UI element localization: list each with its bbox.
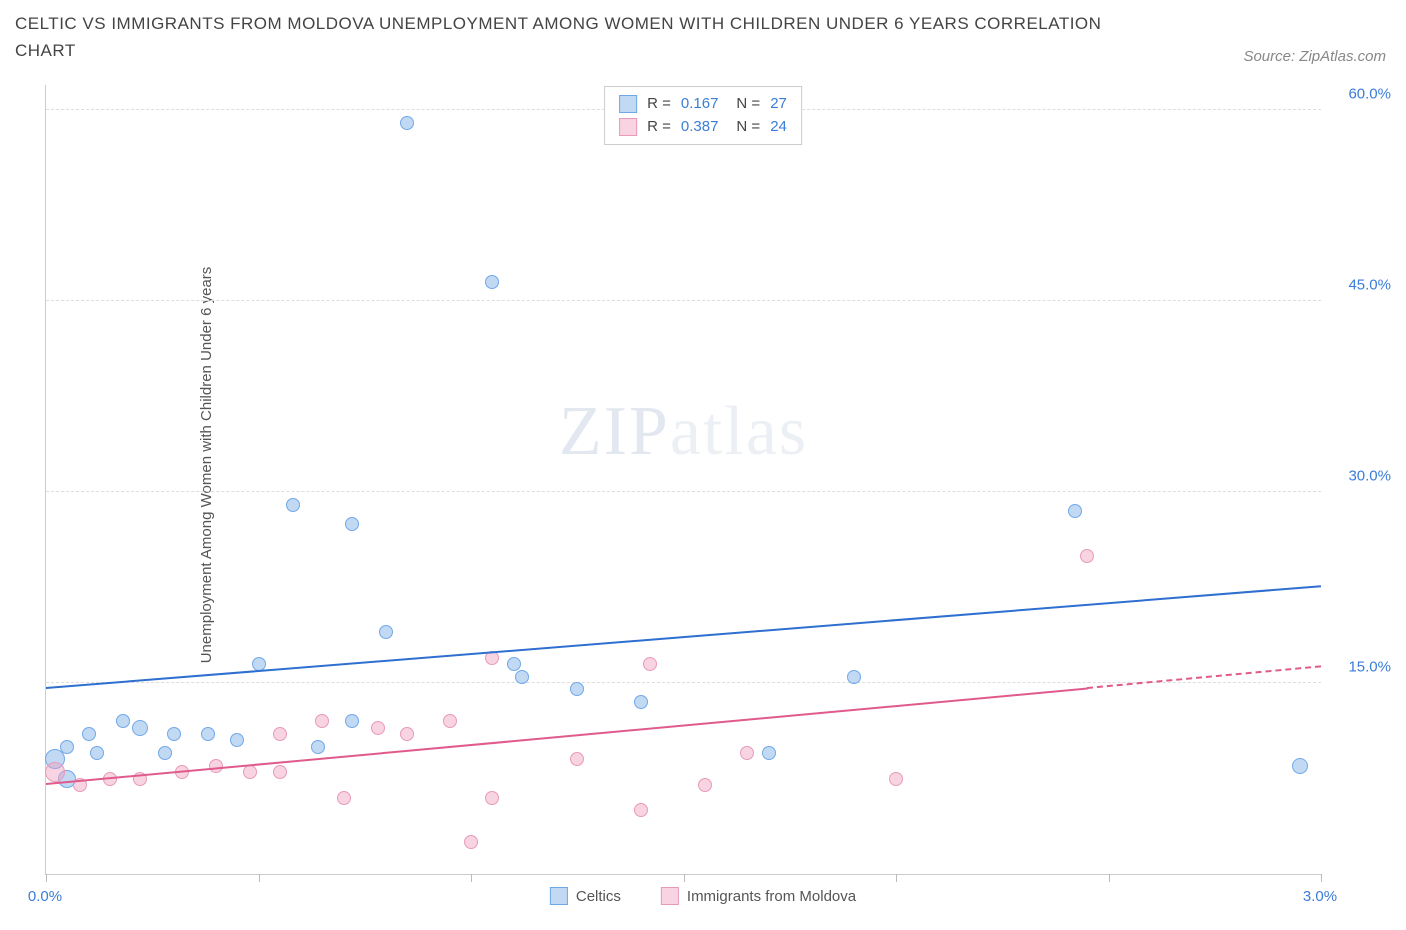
legend-swatch-moldova: [661, 887, 679, 905]
data-point: [698, 778, 712, 792]
watermark-thin: atlas: [670, 393, 808, 470]
data-point: [634, 803, 648, 817]
x-tick: [1109, 874, 1110, 882]
data-point: [132, 720, 148, 736]
data-point: [201, 727, 215, 741]
data-point: [311, 740, 325, 754]
n-label: N =: [736, 116, 760, 139]
data-point: [485, 275, 499, 289]
source-attribution: Source: ZipAtlas.com: [1243, 48, 1386, 65]
watermark-bold: ZIP: [559, 393, 670, 470]
watermark: ZIPatlas: [559, 392, 808, 472]
data-point: [379, 625, 393, 639]
series-legend: Celtics Immigrants from Moldova: [550, 887, 856, 905]
chart-title: CELTIC VS IMMIGRANTS FROM MOLDOVA UNEMPL…: [15, 10, 1115, 64]
data-point: [740, 746, 754, 760]
data-point: [60, 740, 74, 754]
data-point: [45, 762, 65, 782]
data-point: [507, 657, 521, 671]
x-tick: [1321, 874, 1322, 882]
gridline: [46, 300, 1321, 301]
x-tick-label: 0.0%: [28, 888, 62, 905]
data-point: [847, 670, 861, 684]
x-tick: [684, 874, 685, 882]
legend-label-celtics: Celtics: [576, 888, 621, 905]
data-point: [273, 727, 287, 741]
trend-line: [46, 586, 1321, 690]
data-point: [400, 727, 414, 741]
data-point: [1292, 758, 1308, 774]
legend-swatch-celtics: [550, 887, 568, 905]
data-point: [762, 746, 776, 760]
data-point: [345, 714, 359, 728]
y-tick-label: 45.0%: [1348, 277, 1391, 294]
data-point: [345, 517, 359, 531]
scatter-plot-area: ZIPatlas: [45, 85, 1321, 875]
data-point: [485, 791, 499, 805]
r-label: R =: [647, 116, 671, 139]
data-point: [90, 746, 104, 760]
data-point: [243, 765, 257, 779]
x-tick: [46, 874, 47, 882]
data-point: [158, 746, 172, 760]
data-point: [337, 791, 351, 805]
n-value-moldova: 24: [770, 116, 787, 139]
legend-item-moldova: Immigrants from Moldova: [661, 887, 856, 905]
legend-label-moldova: Immigrants from Moldova: [687, 888, 856, 905]
data-point: [1068, 504, 1082, 518]
data-point: [443, 714, 457, 728]
gridline: [46, 491, 1321, 492]
n-label: N =: [736, 93, 760, 116]
data-point: [889, 772, 903, 786]
data-point: [515, 670, 529, 684]
correlation-legend: R = 0.167 N = 27 R = 0.387 N = 24: [604, 86, 802, 145]
data-point: [464, 835, 478, 849]
y-tick-label: 30.0%: [1348, 468, 1391, 485]
data-point: [230, 733, 244, 747]
y-tick-label: 60.0%: [1348, 86, 1391, 103]
n-value-celtics: 27: [770, 93, 787, 116]
data-point: [643, 657, 657, 671]
r-label: R =: [647, 93, 671, 116]
data-point: [570, 682, 584, 696]
data-point: [634, 695, 648, 709]
trend-line: [1087, 666, 1321, 690]
data-point: [273, 765, 287, 779]
legend-swatch-celtics: [619, 95, 637, 113]
data-point: [400, 116, 414, 130]
r-value-moldova: 0.387: [681, 116, 719, 139]
r-value-celtics: 0.167: [681, 93, 719, 116]
data-point: [570, 752, 584, 766]
legend-swatch-moldova: [619, 118, 637, 136]
data-point: [286, 498, 300, 512]
data-point: [1080, 549, 1094, 563]
data-point: [116, 714, 130, 728]
x-tick: [259, 874, 260, 882]
x-tick: [471, 874, 472, 882]
legend-row-moldova: R = 0.387 N = 24: [619, 116, 787, 139]
data-point: [371, 721, 385, 735]
x-tick: [896, 874, 897, 882]
legend-row-celtics: R = 0.167 N = 27: [619, 93, 787, 116]
legend-item-celtics: Celtics: [550, 887, 621, 905]
data-point: [82, 727, 96, 741]
y-tick-label: 15.0%: [1348, 659, 1391, 676]
data-point: [315, 714, 329, 728]
data-point: [167, 727, 181, 741]
x-tick-label: 3.0%: [1303, 888, 1337, 905]
data-point: [209, 759, 223, 773]
